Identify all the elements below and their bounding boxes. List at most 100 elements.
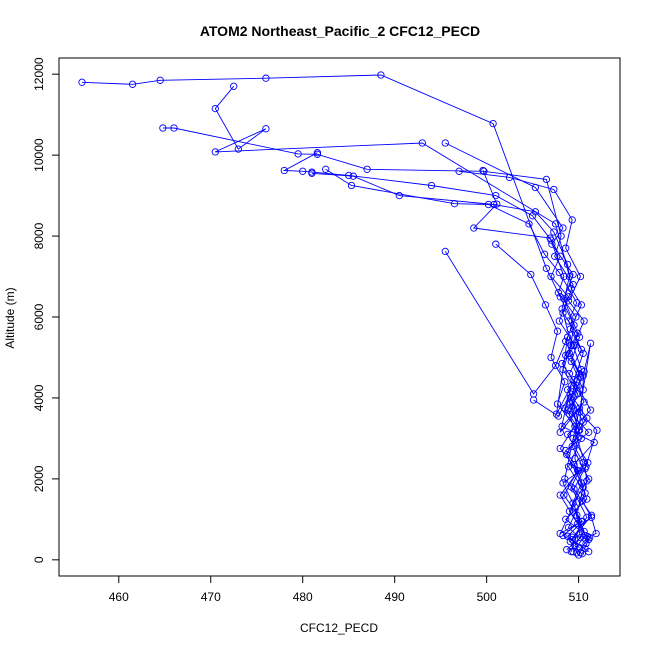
- data-point-marker: [576, 533, 585, 542]
- data-point-marker: [546, 234, 554, 242]
- data-point-marker: [484, 200, 493, 209]
- series-line: [533, 343, 598, 538]
- data-point-marker: [554, 289, 563, 297]
- data-point-marker: [559, 479, 567, 487]
- data-point-marker: [347, 181, 356, 190]
- data-point-marker: [540, 250, 549, 258]
- series-line: [214, 86, 587, 551]
- data-point-marker: [547, 272, 555, 281]
- data-point-marker: [585, 475, 593, 483]
- data-point-marker: [581, 465, 589, 473]
- data-point-marker: [479, 166, 487, 175]
- y-tick-label: 4000: [32, 384, 46, 411]
- data-point-marker: [563, 532, 572, 540]
- data-point-marker: [586, 406, 595, 414]
- data-point-marker: [574, 329, 582, 337]
- data-point-marker: [492, 240, 500, 248]
- series-line: [162, 127, 590, 549]
- data-point-marker: [556, 252, 564, 260]
- series-group: [470, 166, 593, 558]
- data-point-marker: [572, 313, 580, 321]
- data-point-marker: [574, 551, 583, 559]
- data-point-marker: [427, 181, 436, 190]
- data-point-marker: [550, 228, 558, 236]
- data-point-marker: [156, 76, 164, 84]
- series-group: [280, 149, 593, 557]
- data-point-marker: [211, 104, 219, 113]
- data-point-marker: [554, 412, 563, 420]
- series-group: [78, 71, 589, 556]
- series-group: [308, 169, 595, 559]
- data-point-marker: [575, 422, 584, 430]
- data-point-marker: [559, 309, 567, 317]
- series-line: [311, 172, 592, 556]
- data-point-marker: [577, 301, 586, 309]
- data-point-marker: [567, 548, 575, 556]
- data-point-marker: [593, 426, 601, 434]
- data-point-marker: [578, 517, 586, 526]
- data-point-marker: [313, 149, 322, 157]
- data-point-marker: [580, 367, 588, 376]
- data-point-marker: [470, 224, 478, 232]
- series-line: [325, 168, 595, 554]
- series-line: [472, 170, 590, 554]
- series-group: [159, 124, 593, 553]
- data-point-marker: [558, 359, 566, 368]
- data-point-marker: [559, 224, 567, 232]
- data-point-marker: [441, 139, 449, 147]
- data-point-marker: [377, 71, 385, 79]
- data-point-marker: [583, 477, 591, 485]
- data-point-marker: [490, 200, 498, 209]
- data-point-marker: [583, 414, 591, 422]
- data-point-marker: [450, 200, 459, 208]
- data-point-marker: [561, 475, 569, 483]
- data-point-marker: [529, 396, 538, 404]
- data-point-marker: [280, 166, 288, 175]
- data-point-marker: [553, 327, 562, 335]
- data-point-marker: [551, 361, 560, 370]
- series-layer: [78, 71, 601, 559]
- data-point-marker: [569, 270, 577, 279]
- data-point-marker: [562, 337, 570, 345]
- y-tick-label: 12000: [32, 57, 46, 91]
- data-point-marker: [564, 463, 573, 471]
- y-tick-label: 6000: [32, 303, 46, 330]
- series-group: [441, 247, 586, 556]
- series-line: [445, 142, 587, 544]
- data-point-marker: [573, 382, 581, 390]
- x-axis-label: CFC12_PECD: [300, 621, 378, 635]
- series-group: [322, 165, 598, 557]
- x-tick-label: 500: [477, 590, 497, 604]
- y-tick-label: 0: [32, 556, 46, 563]
- data-point-marker: [322, 165, 330, 173]
- x-tick-label: 460: [109, 590, 129, 604]
- data-point-marker: [493, 200, 501, 208]
- data-point-marker: [575, 426, 584, 434]
- data-point-marker: [568, 216, 576, 224]
- data-point-marker: [561, 378, 569, 386]
- data-point-marker: [568, 533, 576, 541]
- y-tick-label: 2000: [32, 465, 46, 492]
- y-axis-label: Altitude (m): [3, 287, 17, 348]
- data-point-marker: [564, 317, 573, 325]
- x-tick-label: 510: [569, 590, 589, 604]
- series-group: [529, 339, 601, 541]
- data-point-marker: [262, 125, 270, 133]
- data-point-marker: [555, 268, 563, 277]
- data-point-marker: [578, 550, 586, 558]
- x-axis: 460 470 480 490 500 510: [109, 575, 589, 604]
- data-point-marker: [579, 349, 587, 358]
- data-point-marker: [570, 485, 578, 493]
- data-point-marker: [553, 400, 562, 408]
- data-point-marker: [580, 317, 588, 325]
- series-group: [211, 82, 590, 554]
- data-point-marker: [587, 513, 596, 521]
- data-point-marker: [128, 80, 137, 88]
- data-point-marker: [556, 444, 564, 453]
- data-point-marker: [527, 270, 535, 279]
- data-point-marker: [395, 191, 403, 200]
- data-point-marker: [170, 124, 178, 132]
- data-point-marker: [555, 317, 563, 325]
- data-point-marker: [299, 167, 307, 175]
